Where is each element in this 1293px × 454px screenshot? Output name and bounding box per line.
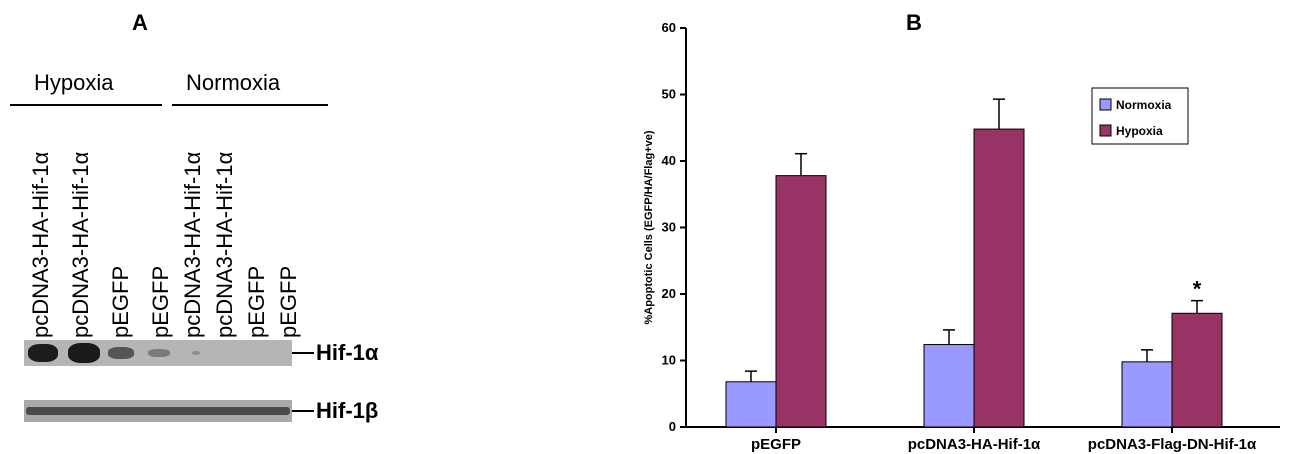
hif1a-band-lane-2 — [68, 343, 100, 363]
x-tick-label-2: pcDNA3-HA-Hif-1α — [908, 436, 1041, 453]
hif1a-band-lane-4 — [148, 349, 170, 357]
hif1a-band-lane-1 — [28, 344, 58, 362]
y-tick-label-40: 40 — [662, 153, 676, 168]
normoxia-bracket-line — [172, 104, 328, 106]
y-tick-label-0: 0 — [669, 419, 676, 434]
group-label-hypoxia: Hypoxia — [34, 70, 114, 95]
hif1a-band-lane-5 — [192, 351, 200, 355]
hif1a-blot — [24, 340, 292, 366]
legend-label-hypoxia: Hypoxia — [1116, 124, 1163, 138]
y-axis-label: %Apoptotic Cells (EGFP/HA/Flag+ve) — [643, 130, 655, 324]
hypoxia-bracket-line — [10, 104, 162, 106]
legend-label-normoxia: Normoxia — [1116, 98, 1172, 112]
bar-hypoxia-1 — [775, 175, 827, 428]
y-tick-label-10: 10 — [662, 353, 676, 368]
hif1b-marker-line — [292, 410, 314, 412]
legend-swatch-normoxia — [1099, 98, 1112, 111]
y-tick-label-50: 50 — [662, 87, 676, 102]
hif1a-marker-line — [292, 352, 314, 354]
bar-normoxia-3 — [1121, 361, 1173, 428]
group-label-normoxia: Normoxia — [186, 70, 281, 95]
panel-a-letter: A — [132, 10, 148, 35]
bar-hypoxia-2 — [973, 128, 1025, 428]
hif1b-label: Hif-1β — [316, 398, 379, 423]
bar-normoxia-1 — [725, 381, 777, 428]
panel-b-letter: B — [906, 10, 922, 35]
x-tick-label-3: pcDNA3-Flag-DN-Hif-1α — [1088, 436, 1257, 453]
bar-hypoxia-3 — [1171, 312, 1223, 428]
hif1a-band-lane-3 — [108, 347, 134, 359]
x-tick-label-1: pEGFP — [751, 436, 801, 453]
y-tick-label-60: 60 — [662, 20, 676, 35]
significance-marker: * — [1193, 277, 1202, 302]
hif1a-label: Hif-1α — [316, 340, 379, 365]
bar-normoxia-2 — [923, 344, 975, 428]
hif1b-band-row — [26, 407, 290, 415]
legend-swatch-hypoxia — [1099, 124, 1112, 137]
y-tick-label-20: 20 — [662, 286, 676, 301]
y-tick-label-30: 30 — [662, 220, 676, 235]
hif1b-blot — [24, 400, 292, 422]
